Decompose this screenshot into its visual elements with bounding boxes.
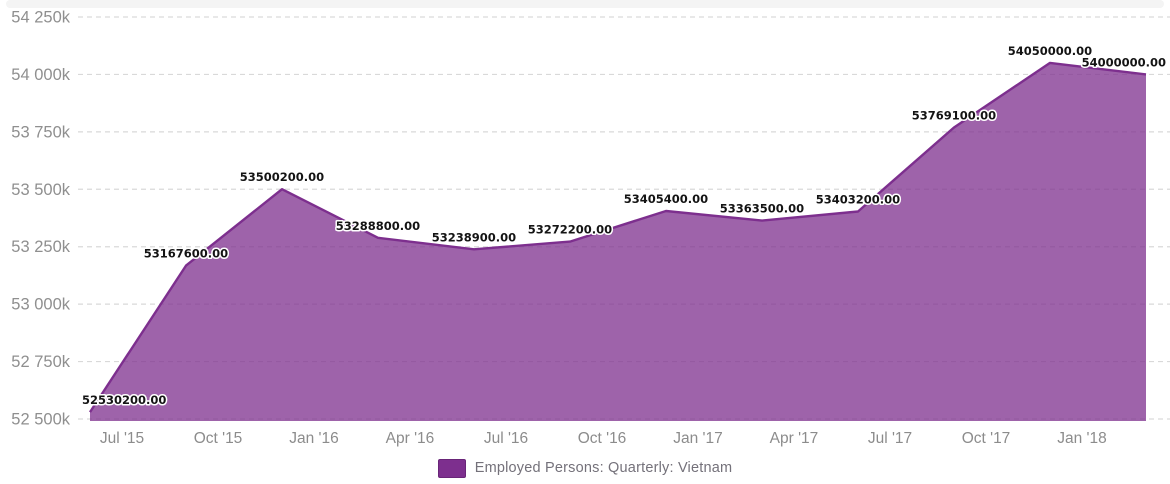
chart-legend: Employed Persons: Quarterly: Vietnam bbox=[0, 452, 1170, 484]
data-point-label: 53272200.00 bbox=[528, 223, 612, 237]
y-axis-tick-label: 52 750k bbox=[11, 353, 70, 371]
x-axis-tick-label: Oct '15 bbox=[194, 430, 243, 447]
data-point-label: 53288800.00 bbox=[336, 219, 420, 233]
page-top-edge bbox=[6, 0, 1164, 8]
y-axis-tick-label: 54 000k bbox=[11, 66, 70, 84]
data-point-label: 54000000.00 bbox=[1082, 55, 1166, 69]
x-axis-tick-label: Apr '17 bbox=[770, 430, 819, 447]
y-axis-tick-label: 53 250k bbox=[11, 238, 70, 256]
chart-canvas[interactable]: 54 250k 54 000k 53 750k 53 500k 53 250k 53 00… bbox=[0, 0, 1170, 452]
data-point-label: 53167600.00 bbox=[144, 247, 228, 261]
data-point-label: 53238900.00 bbox=[432, 230, 516, 244]
y-axis-tick-label: 53 000k bbox=[11, 296, 70, 314]
y-axis-tick-label: 52 500k bbox=[11, 411, 70, 429]
data-point-label: 54050000.00 bbox=[1008, 44, 1092, 58]
data-point-label: 53500200.00 bbox=[240, 170, 324, 184]
x-axis-tick-label: Jul '15 bbox=[100, 430, 144, 447]
x-axis-tick-label: Jan '17 bbox=[673, 430, 723, 447]
data-point-label: 53363500.00 bbox=[720, 202, 804, 216]
legend-swatch-icon bbox=[437, 458, 466, 478]
data-point-label: 52530200.00 bbox=[82, 393, 166, 407]
x-axis-tick-label: Jul '17 bbox=[868, 430, 912, 447]
y-axis-tick-label: 53 500k bbox=[11, 181, 70, 199]
y-axis-tick-label: 54 250k bbox=[11, 9, 70, 27]
data-point-label: 53403200.00 bbox=[816, 193, 900, 207]
x-axis-tick-label: Jan '18 bbox=[1057, 430, 1107, 447]
legend-label: Employed Persons: Quarterly: Vietnam bbox=[474, 460, 733, 476]
series-line-vietnam bbox=[88, 61, 1147, 413]
legend-item-vietnam[interactable]: Employed Persons: Quarterly: Vietnam bbox=[437, 458, 733, 478]
data-point-label: 53405400.00 bbox=[624, 192, 708, 206]
x-axis-tick-label: Apr '16 bbox=[386, 430, 435, 447]
x-axis-tick-label: Jul '16 bbox=[484, 430, 528, 447]
x-axis-tick-label: Jan '16 bbox=[289, 430, 339, 447]
x-axis-tick-label: Oct '16 bbox=[578, 430, 627, 447]
area-series-vietnam[interactable] bbox=[90, 62, 1146, 422]
x-axis-tick-label: Oct '17 bbox=[962, 430, 1011, 447]
y-axis-tick-label: 53 750k bbox=[11, 123, 70, 141]
data-point-label: 53769100.00 bbox=[912, 109, 996, 123]
employment-area-chart: 54 250k 54 000k 53 750k 53 500k 53 250k 53 00… bbox=[0, 0, 1170, 452]
